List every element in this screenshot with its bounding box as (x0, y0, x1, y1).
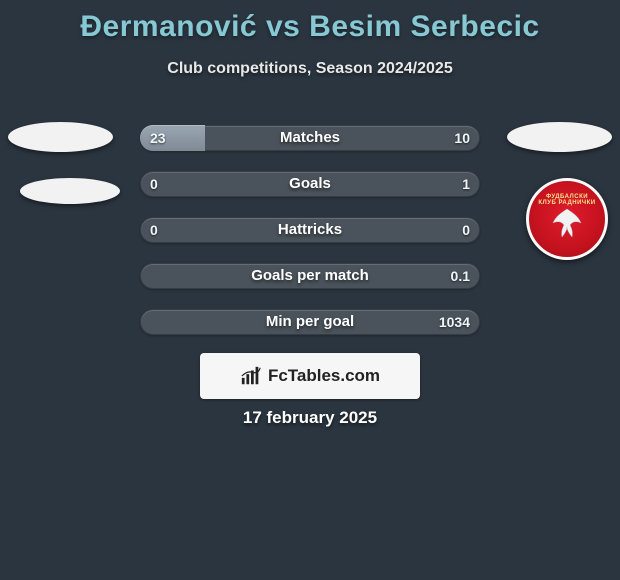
team-badge-right-1 (507, 122, 612, 152)
stat-row: 0 Goals 1 (140, 171, 480, 197)
stat-value-left (140, 309, 160, 335)
stat-value-right: 1034 (429, 309, 480, 335)
team-badge-right-2: ФУДБАЛСКИ КЛУБ РАДНИЧКИ (526, 178, 608, 260)
bar-chart-icon (240, 365, 262, 387)
stat-row: Min per goal 1034 (140, 309, 480, 335)
stat-row: Goals per match 0.1 (140, 263, 480, 289)
stat-value-right: 0.1 (441, 263, 480, 289)
badge-text: ФУДБАЛСКИ КЛУБ РАДНИЧКИ (536, 194, 598, 206)
stat-value-left: 0 (140, 171, 168, 197)
subtitle: Club competitions, Season 2024/2025 (0, 60, 620, 78)
team-badge-left-1 (8, 122, 113, 152)
stat-value-left: 0 (140, 217, 168, 243)
stat-value-left: 23 (140, 125, 176, 151)
stats-container: 23 Matches 10 0 Goals 1 0 Hattricks 0 Go… (140, 125, 480, 355)
brand-text: FcTables.com (268, 366, 380, 386)
stat-value-left (140, 263, 160, 289)
eagle-icon (547, 203, 587, 243)
stat-row: 0 Hattricks 0 (140, 217, 480, 243)
stat-value-right: 0 (452, 217, 480, 243)
date-text: 17 february 2025 (0, 408, 620, 428)
page-title: Đermanović vs Besim Serbecic (0, 0, 620, 44)
stat-value-right: 1 (452, 171, 480, 197)
brand-box[interactable]: FcTables.com (200, 353, 420, 399)
team-badge-left-2 (20, 178, 120, 204)
stat-row: 23 Matches 10 (140, 125, 480, 151)
stat-value-right: 10 (444, 125, 480, 151)
